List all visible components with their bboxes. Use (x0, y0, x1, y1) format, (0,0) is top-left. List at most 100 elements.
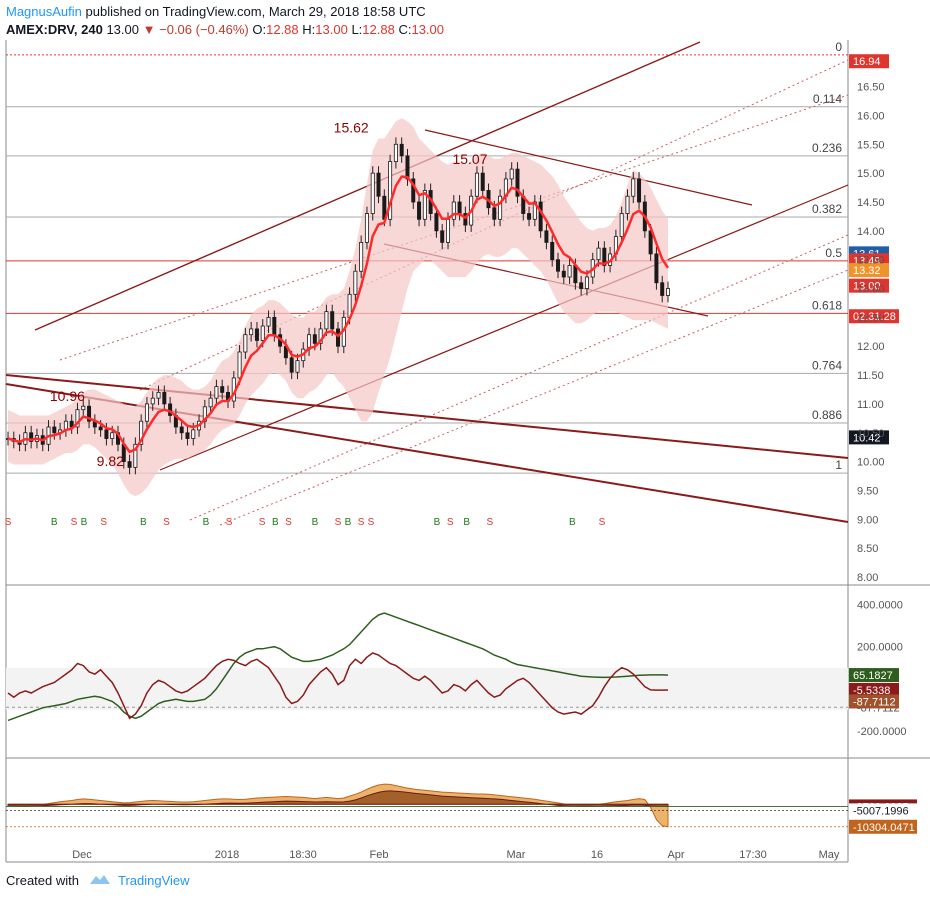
candle-body (359, 241, 364, 272)
last-price: 13.00 (106, 22, 139, 37)
flow-badge-label: -5007.1996 (853, 805, 909, 817)
sell-signal: S (599, 517, 606, 528)
candle-body (654, 253, 659, 284)
candle-body (133, 443, 138, 468)
price-tick-label: 9.00 (857, 514, 878, 526)
candle-body (457, 201, 462, 214)
fib-level-label: 0.236 (812, 141, 842, 155)
candle-body (254, 328, 259, 341)
tradingview-link[interactable]: TradingView (118, 873, 190, 888)
candle-body (556, 259, 560, 272)
panel-frames (5, 40, 930, 863)
price-badge-label: 10.42 (853, 432, 881, 444)
flow-badge-label: -10304.0471 (853, 822, 915, 834)
trend-line (5, 374, 849, 459)
osc-tick-label: 400.0000 (857, 600, 903, 612)
candle-body (150, 397, 155, 405)
candle-body (405, 155, 410, 180)
candle-body (544, 230, 549, 243)
osc-series-0 (7, 612, 669, 722)
candle-body (127, 461, 132, 468)
fib-level-label: 0.382 (812, 202, 842, 216)
price-badge-label: 02:31:28 (853, 311, 896, 323)
price-badge (849, 54, 889, 69)
candle-body (266, 316, 271, 327)
candle-body (625, 195, 630, 214)
candle-body (422, 190, 427, 220)
candle-body (295, 360, 300, 373)
candle-body (179, 426, 184, 434)
candle-body (666, 288, 670, 296)
author-link[interactable]: MagnusAufin (6, 4, 82, 19)
price-badge (849, 278, 889, 293)
axes: 16.50 16.00 15.50 15.00 14.50 14.00 13.50 13.00… (72, 82, 884, 861)
flow-area-1 (7, 790, 669, 807)
swing-label: 15.62 (334, 119, 369, 135)
osc-series-1 (7, 652, 669, 720)
osc-badge (849, 668, 899, 683)
fib-level-label: 1 (835, 458, 842, 472)
candle-body (648, 230, 653, 255)
buy-signal: B (81, 517, 88, 528)
time-tick-label: Dec (72, 849, 92, 861)
candle-body (451, 201, 456, 220)
price-tick-label: 13.50 (857, 255, 885, 267)
candle-body (596, 247, 601, 261)
price-panel: 0 0.114 0.236 0.382 0.5 0.618 0.764 0.886 1 10.96… (5, 40, 899, 528)
candle-body (52, 426, 57, 434)
buy-signal: B (312, 517, 319, 528)
time-tick-label: Feb (370, 849, 389, 861)
candle-body (509, 168, 514, 180)
ohlc-low: 12.88 (362, 22, 395, 37)
oscillator-band (6, 667, 848, 710)
fib-level-label: 0.618 (812, 298, 842, 312)
price-tick-label: 15.00 (857, 168, 885, 180)
price-tick-label: 13.00 (857, 284, 885, 296)
ohlc-close: 13.00 (411, 22, 445, 37)
candle-body (237, 351, 242, 379)
candle-body (417, 201, 422, 220)
candle-body (515, 168, 520, 197)
time-tick-label: Mar (507, 849, 526, 861)
price-tick-label: 15.50 (857, 139, 885, 151)
candle-body (144, 403, 149, 422)
candle-body (498, 195, 503, 220)
candle-body (619, 213, 624, 238)
sell-signal: S (358, 517, 365, 528)
buy-signal: B (140, 517, 147, 528)
time-tick-label: 16 (591, 849, 603, 861)
price-badge-label: 16.94 (853, 56, 881, 68)
fib-level-label: 0.886 (812, 408, 842, 422)
candle-body (324, 311, 329, 330)
sell-signal: S (259, 517, 266, 528)
symbol-name[interactable]: AMEX:DRV, 240 (6, 22, 103, 37)
sell-signal: S (486, 517, 493, 528)
buy-signal: B (203, 517, 210, 528)
sell-signal: S (285, 517, 292, 528)
candle-body (446, 218, 450, 243)
candle-body (631, 178, 636, 197)
trend-line (159, 184, 849, 471)
candle-body (602, 247, 607, 266)
candle-body (318, 328, 323, 344)
sell-signal: S (163, 517, 170, 528)
flow-badge (849, 803, 917, 818)
price-badge-label: 13.00 (853, 281, 881, 293)
tradingview-logo-icon (89, 873, 111, 884)
fib-level-label: 0.114 (813, 92, 842, 106)
candle-body (29, 432, 34, 442)
price-badge-label: 13.32 (853, 265, 881, 277)
candle-body (550, 241, 555, 261)
ohlc-open: 12.88 (266, 22, 299, 37)
volume-flow-panel: -3729.3325-5007.1996-10304.0471 (6, 783, 917, 834)
price-tick-label: 16.00 (857, 110, 885, 122)
candle-body (579, 282, 584, 289)
candle-body (139, 420, 144, 445)
candle-body (660, 282, 665, 296)
candle-body (388, 161, 393, 220)
price-tick-label: 12.50 (857, 312, 885, 324)
osc-badge-label: -5.5338 (853, 685, 890, 697)
price-badge (849, 430, 889, 445)
ohlc-open-label: O: (252, 22, 267, 37)
